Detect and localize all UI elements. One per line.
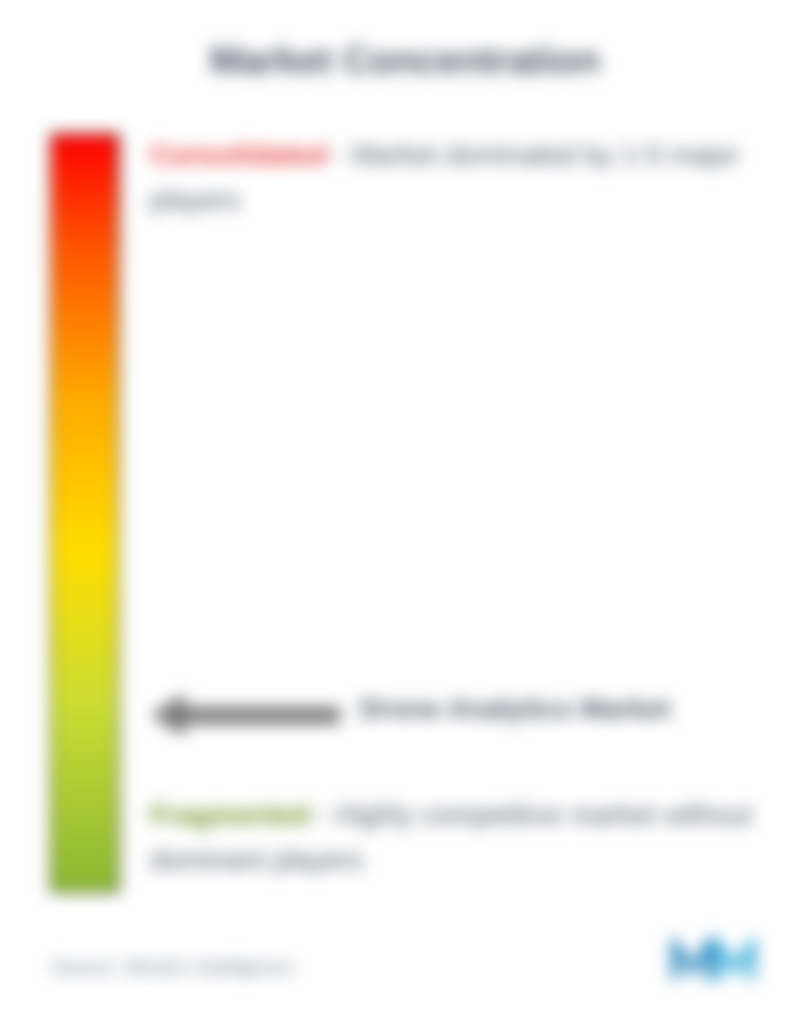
consolidated-label: Consolidated - Market dominated by 1-5 m… — [150, 133, 760, 223]
consolidated-highlight: Consolidated — [150, 139, 327, 170]
chart-title: Market Concentration — [50, 40, 760, 83]
labels-area: Consolidated - Market dominated by 1-5 m… — [120, 133, 760, 893]
concentration-gradient-bar — [50, 133, 120, 893]
market-arrow — [150, 693, 340, 738]
chart-container: Market Concentration Consolidated - Mark… — [0, 0, 810, 1010]
mordor-logo-icon — [670, 930, 760, 990]
arrow-body — [180, 707, 340, 724]
market-name-label: Drone Analytics Market — [360, 693, 670, 725]
fragmented-label: Fragmented - Highly competitive market w… — [150, 793, 760, 883]
source-citation: Source: Mordor Intelligence — [50, 957, 295, 980]
chart-area: Consolidated - Market dominated by 1-5 m… — [50, 133, 760, 893]
fragmented-highlight: Fragmented — [150, 799, 310, 830]
